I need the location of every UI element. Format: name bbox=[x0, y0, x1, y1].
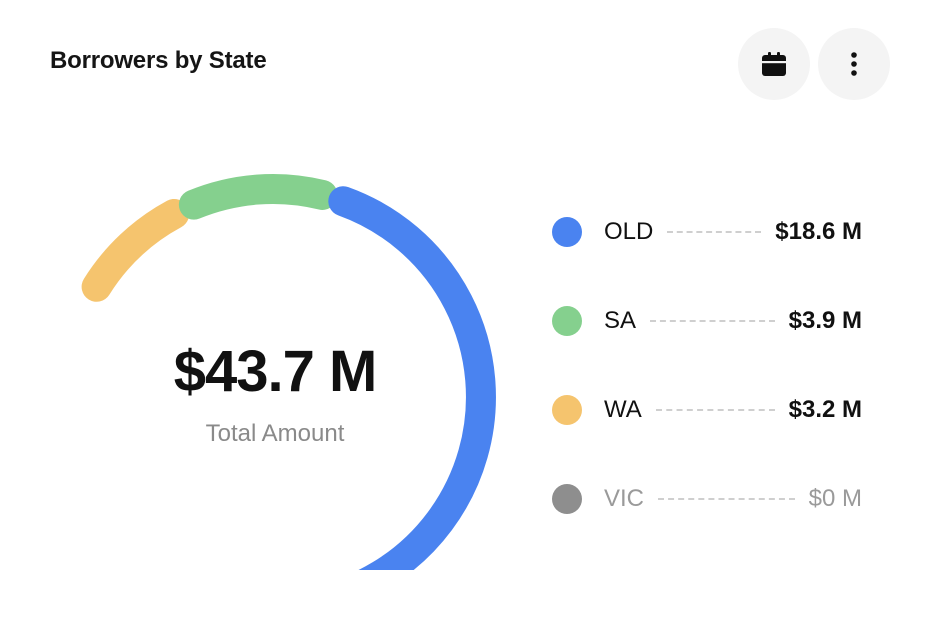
calendar-button[interactable] bbox=[738, 28, 810, 100]
legend-leader-line bbox=[667, 231, 762, 233]
calendar-icon bbox=[762, 52, 786, 76]
legend-value: $3.2 M bbox=[788, 396, 862, 423]
legend-label: SA bbox=[604, 307, 637, 334]
legend-item-wa: WA $3.2 M bbox=[552, 390, 862, 430]
gauge-chart bbox=[81, 174, 496, 570]
gauge-arc-sa bbox=[178, 174, 338, 220]
legend-label: OLD bbox=[604, 218, 654, 245]
legend: OLD $18.6 M SA $3.9 M WA $3.2 M VIC $0 M bbox=[552, 0, 872, 622]
legend-value: $0 M bbox=[808, 485, 862, 512]
legend-value: $3.9 M bbox=[788, 307, 862, 334]
legend-item-sa: SA $3.9 M bbox=[552, 301, 862, 341]
legend-swatch bbox=[552, 484, 582, 514]
legend-item-old: OLD $18.6 M bbox=[552, 212, 862, 252]
more-vertical-icon bbox=[851, 52, 857, 76]
legend-swatch bbox=[552, 306, 582, 336]
gauge-arc-old bbox=[328, 186, 496, 570]
more-options-button[interactable] bbox=[818, 28, 890, 100]
legend-label: VIC bbox=[604, 485, 645, 512]
card-title: Borrowers by State bbox=[50, 47, 267, 74]
legend-leader-line bbox=[658, 498, 795, 500]
legend-swatch bbox=[552, 217, 582, 247]
gauge-arc-wa bbox=[81, 198, 190, 302]
legend-item-vic: VIC $0 M bbox=[552, 479, 862, 519]
total-amount-value: $43.7 M bbox=[173, 339, 378, 404]
legend-label: WA bbox=[604, 396, 642, 423]
legend-leader-line bbox=[650, 320, 775, 322]
legend-value: $18.6 M bbox=[775, 218, 862, 245]
total-amount-label: Total Amount bbox=[205, 420, 345, 447]
legend-swatch bbox=[552, 395, 582, 425]
legend-leader-line bbox=[655, 409, 775, 411]
